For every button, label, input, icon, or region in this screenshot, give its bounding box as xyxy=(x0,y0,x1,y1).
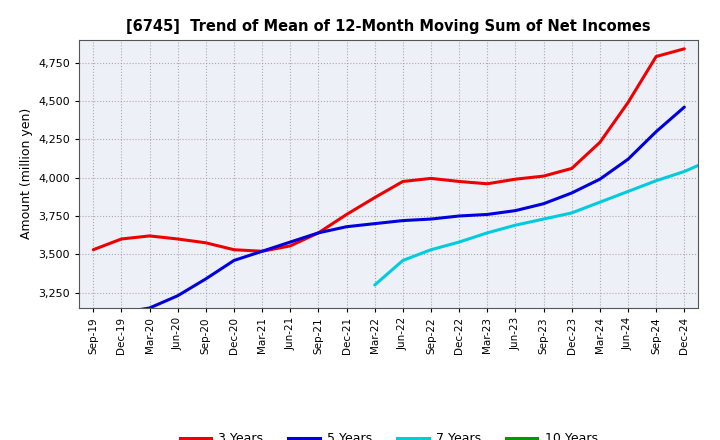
Title: [6745]  Trend of Mean of 12-Month Moving Sum of Net Incomes: [6745] Trend of Mean of 12-Month Moving … xyxy=(127,19,651,34)
Y-axis label: Amount (million yen): Amount (million yen) xyxy=(20,108,33,239)
Legend: 3 Years, 5 Years, 7 Years, 10 Years: 3 Years, 5 Years, 7 Years, 10 Years xyxy=(175,427,603,440)
